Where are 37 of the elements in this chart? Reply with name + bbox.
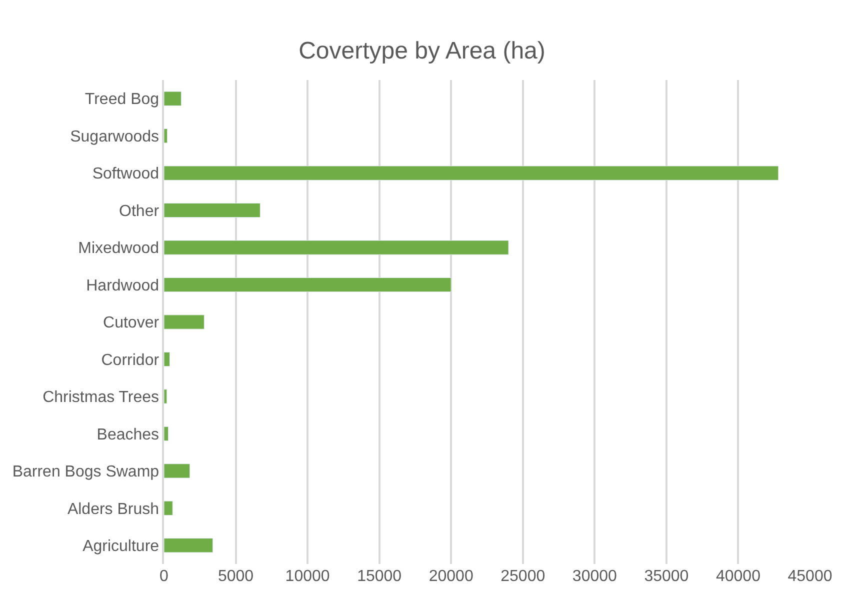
bar: [164, 538, 214, 553]
bar: [164, 91, 182, 106]
y-tick-label: Softwood: [92, 166, 160, 183]
y-tick-label: Corridor: [101, 352, 160, 369]
y-tick-label: Cutover: [103, 314, 160, 332]
bar: [164, 426, 169, 442]
bar: [164, 277, 452, 292]
x-tick-label: 5000: [218, 568, 254, 585]
x-tick-label: 45000: [788, 568, 832, 585]
x-tick-label: 35000: [644, 568, 689, 585]
y-tick-label: Beaches: [96, 426, 160, 444]
y-tick-label: Hardwood: [86, 277, 160, 294]
x-tick-label: 15000: [357, 568, 402, 585]
y-tick-label: Mixedwood: [78, 240, 160, 258]
bar: [164, 128, 168, 144]
y-tick-label: Treed Bog: [84, 91, 160, 108]
bar: [164, 314, 204, 330]
bar: [164, 389, 168, 404]
x-tick-label: 20000: [428, 568, 474, 585]
bar: [164, 352, 170, 367]
bar: [164, 202, 260, 218]
x-tick-label: 10000: [285, 568, 330, 585]
x-tick-label: 25000: [500, 568, 546, 585]
y-tick-label: Agriculture: [82, 538, 160, 555]
x-tick-label: 30000: [572, 568, 618, 585]
y-tick-label: Sugarwoods: [70, 128, 160, 146]
x-tick-label: 40000: [716, 568, 761, 585]
bar: [164, 166, 779, 180]
bar: [164, 500, 173, 516]
bar: [164, 240, 509, 255]
y-tick-label: Christmas Trees: [42, 389, 160, 406]
bar: [164, 464, 190, 478]
y-tick-label: Other: [119, 202, 160, 220]
x-tick-label: 0: [160, 568, 169, 585]
y-tick-label: Barren Bogs Swamp: [12, 464, 160, 481]
y-tick-label: Alders Brush: [67, 500, 160, 518]
chart-title: Covertype by Area (ha): [298, 38, 546, 65]
